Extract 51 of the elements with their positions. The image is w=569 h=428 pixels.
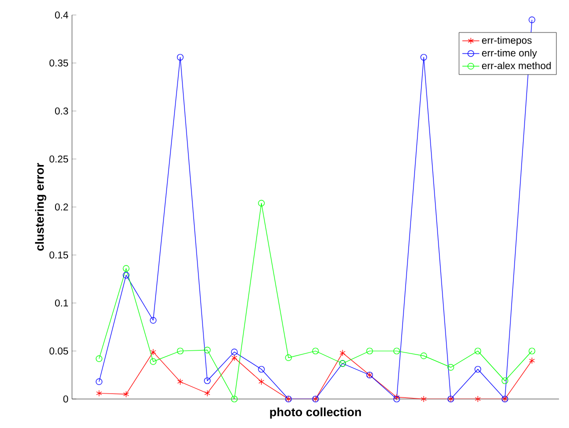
point (366, 348, 373, 354)
point (231, 348, 238, 356)
y-tick-label: 0.3 (55, 107, 68, 115)
point (447, 364, 454, 371)
point (204, 390, 210, 397)
point (150, 358, 156, 365)
point (312, 348, 319, 354)
point (340, 350, 346, 356)
point (176, 54, 184, 61)
point (122, 272, 130, 278)
y-tick-label: 0.25 (49, 155, 68, 163)
y-axis-title: clustering error (35, 163, 46, 251)
point (96, 355, 102, 362)
point (502, 377, 508, 384)
point (474, 396, 481, 402)
point (528, 16, 536, 24)
point (122, 265, 130, 272)
point (150, 316, 156, 324)
y-tick-label: 0.35 (49, 59, 68, 67)
point (231, 396, 238, 402)
y-tick-label: 0.05 (49, 347, 68, 355)
y-tick-label: 0.4 (55, 11, 68, 19)
legend-label: err-time only (482, 49, 537, 58)
legend-label: err-alex method (482, 62, 551, 70)
point (420, 396, 427, 402)
legend-label: err-timepos (482, 36, 532, 46)
point (474, 366, 482, 373)
point (177, 378, 184, 386)
point (420, 54, 428, 61)
point (474, 348, 482, 354)
y-tick-label: 0.2 (55, 203, 68, 211)
point (150, 348, 156, 356)
point (285, 354, 292, 362)
point (96, 390, 102, 397)
point (258, 366, 265, 373)
point (231, 354, 238, 362)
y-tick-label: 0 (63, 395, 68, 403)
point (204, 377, 211, 384)
point (393, 348, 400, 354)
point (258, 378, 264, 386)
point (204, 346, 211, 354)
point (176, 348, 184, 354)
x-axis-title: photo collection (270, 408, 361, 419)
y-tick-label: 0.15 (49, 251, 68, 259)
point (528, 348, 536, 354)
point (123, 390, 130, 398)
point (529, 357, 535, 364)
point (258, 200, 265, 206)
point (420, 352, 428, 360)
y-tick-label: 0.1 (55, 299, 68, 307)
point (96, 378, 102, 386)
